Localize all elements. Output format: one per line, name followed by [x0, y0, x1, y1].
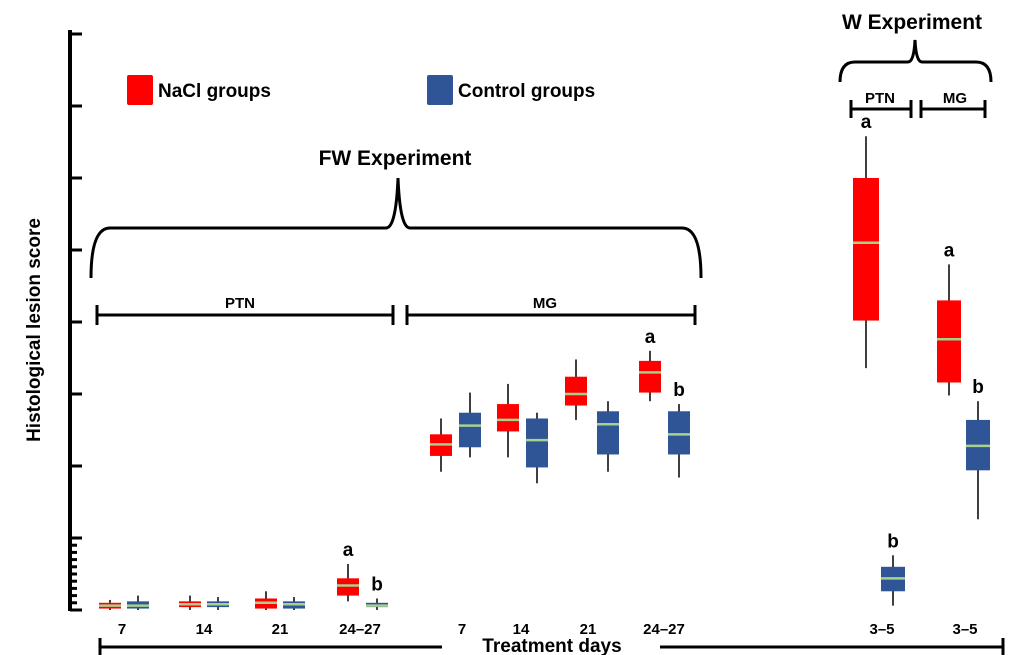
fw-experiment-label: FW Experiment [319, 147, 472, 170]
significance-letter: b [371, 574, 383, 595]
x-tick-label: 7 [118, 621, 126, 638]
legend-swatch-nacl [127, 75, 153, 105]
box-iqr [565, 376, 587, 406]
x-tick-label: 21 [272, 621, 289, 638]
box-iqr [497, 404, 519, 432]
legend: NaCl groups Control groups [127, 75, 595, 105]
w-experiment-brace [838, 39, 993, 83]
box-iqr [853, 178, 879, 321]
significance-letter: a [645, 327, 656, 348]
legend-label-nacl: NaCl groups [158, 81, 271, 102]
x-tick-label: 14 [513, 621, 530, 638]
box-fw-mg-nacl [430, 418, 452, 472]
x-tick-label: 7 [458, 621, 466, 638]
x-axis: Treatment days [98, 636, 1005, 655]
w-experiment-bracket: W Experiment PTN MG [838, 11, 993, 118]
significance-letter: a [944, 240, 955, 261]
significance-letter: b [887, 531, 899, 552]
box-iqr [937, 300, 961, 383]
box-fw-ptn-nacl [255, 591, 277, 610]
significance-letter: b [972, 377, 984, 398]
box-iqr [597, 411, 619, 455]
box-w-ptn-control: b [881, 531, 905, 606]
box-fw-mg-control [526, 412, 548, 484]
box-fw-ptn-nacl: a [337, 540, 359, 602]
significance-letter: a [343, 540, 354, 561]
box-fw-ptn-nacl [179, 595, 201, 610]
box-iqr [337, 578, 359, 596]
box-iqr [459, 412, 481, 448]
w-ptn-label: PTN [865, 90, 895, 107]
x-axis-label: Treatment days [482, 636, 621, 655]
box-iqr [639, 360, 661, 393]
box-fw-mg-control [459, 392, 481, 458]
x-day-labels: 7 14 21 24–27 7 14 21 24–27 3–5 3–5 [118, 621, 978, 638]
significance-letter: a [861, 112, 872, 133]
x-tick-label: 3–5 [869, 621, 894, 638]
box-fw-mg-control: b [668, 380, 690, 478]
box-fw-mg-nacl [497, 383, 519, 458]
fw-mg-label: MG [533, 295, 557, 312]
fw-ptn-label: PTN [225, 295, 255, 312]
y-axis: Histological lesion score [24, 30, 82, 612]
box-w-mg-nacl: a [937, 240, 961, 396]
box-fw-ptn-control: b [366, 574, 388, 610]
box-w-ptn-nacl: a [853, 112, 879, 369]
box-iqr [668, 411, 690, 455]
y-axis-ticks [70, 32, 82, 612]
legend-label-control: Control groups [458, 81, 595, 102]
box-fw-ptn-control [207, 597, 229, 610]
w-mg-label: MG [943, 90, 967, 107]
box-fw-ptn-control [127, 595, 149, 610]
box-w-mg-control: b [966, 377, 990, 520]
y-axis-label: Histological lesion score [24, 218, 45, 442]
x-tick-label: 3–5 [952, 621, 977, 638]
box-fw-mg-control [597, 401, 619, 472]
x-tick-label: 24–27 [643, 621, 685, 638]
w-experiment-label: W Experiment [842, 11, 982, 34]
fw-experiment-bracket: FW Experiment PTN MG [89, 147, 703, 325]
box-iqr [526, 418, 548, 468]
box-fw-mg-nacl [565, 359, 587, 420]
significance-letter: b [673, 380, 685, 401]
box-fw-mg-nacl: a [639, 327, 661, 402]
x-tick-label: 14 [196, 621, 213, 638]
x-tick-label: 21 [580, 621, 597, 638]
fw-experiment-brace [89, 177, 703, 279]
x-tick-label: 24–27 [339, 621, 381, 638]
legend-swatch-control [427, 75, 453, 105]
box-fw-ptn-control [283, 597, 305, 610]
box-fw-ptn-nacl [99, 599, 121, 610]
